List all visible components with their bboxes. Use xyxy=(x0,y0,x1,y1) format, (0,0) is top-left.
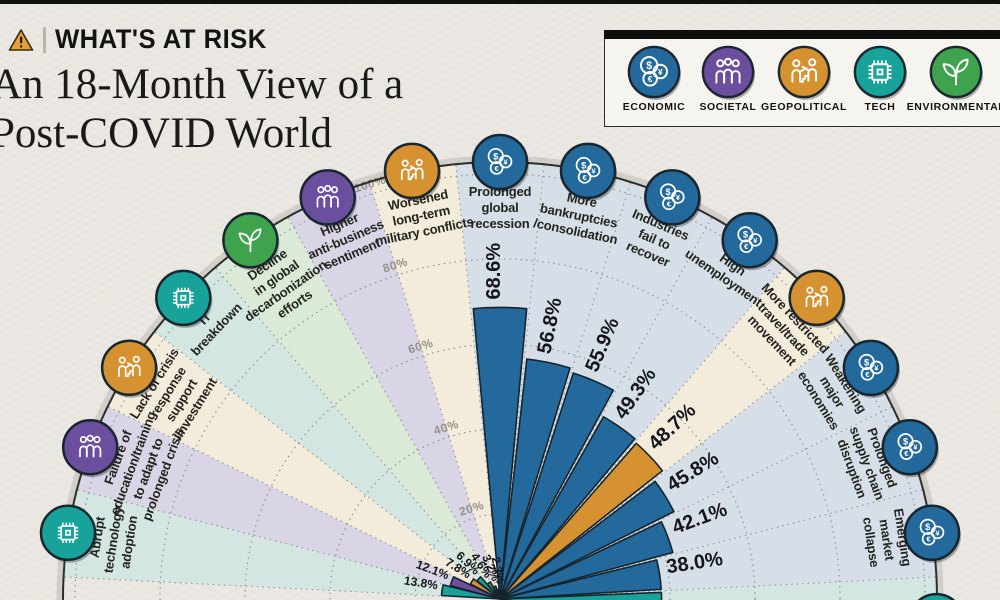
kicker-divider xyxy=(43,26,46,53)
economic-icon xyxy=(842,339,900,398)
legend-item-geopolitical: GEOPOLITICAL xyxy=(761,44,846,113)
sector-divider xyxy=(368,181,501,600)
societal-badge xyxy=(701,45,756,100)
risk-label-line: market xyxy=(876,518,897,562)
legend-label: ECONOMIC xyxy=(622,101,686,113)
value-label: 68.6% xyxy=(483,243,505,300)
sector-wedge xyxy=(107,331,500,599)
risk-bar xyxy=(499,372,615,600)
tech-icon xyxy=(917,592,956,600)
sector-divider xyxy=(63,576,501,600)
risk-label-line: recession xyxy=(471,216,530,231)
sector-wedge xyxy=(154,267,500,599)
geopolitical-icon xyxy=(383,142,441,201)
economic-icon xyxy=(881,418,939,478)
risk-label-line: global xyxy=(481,200,518,215)
sector-wedge xyxy=(63,489,500,599)
kicker-row: WHAT'S AT RISK xyxy=(8,26,278,53)
legend-label: GEOPOLITICAL xyxy=(761,101,847,113)
grid-ring xyxy=(244,343,756,600)
legend-label: SOCIETAL xyxy=(699,101,757,113)
economic-icon xyxy=(721,212,779,271)
risk-bar xyxy=(499,416,636,600)
legend-item-societal: SOCIETAL xyxy=(691,44,765,113)
sector-divider xyxy=(287,216,501,600)
value-label: 2.3% xyxy=(489,555,508,585)
economic-icon xyxy=(559,142,617,201)
tech-badge xyxy=(853,45,908,100)
category-legend: ECONOMIC SOCIETAL GEOPOLITICAL xyxy=(604,30,1000,128)
legend-item-economic: ECONOMIC xyxy=(617,44,691,113)
value-label: 13.8% xyxy=(403,573,439,592)
economic-badge xyxy=(627,45,682,100)
legend-item-environmental: ENVIRONMENTAL xyxy=(907,44,1000,113)
sector-divider xyxy=(214,267,501,600)
value-label-group: 13.8% xyxy=(403,573,439,592)
grid-ring xyxy=(159,258,841,600)
risk-bar xyxy=(499,521,674,600)
sector-wedge xyxy=(77,406,500,599)
value-label-group: 68.6% xyxy=(483,243,505,300)
risk-bar xyxy=(476,576,501,600)
risk-label: Prolongedglobalrecession xyxy=(469,184,532,231)
environmental-badge xyxy=(929,45,984,100)
risk-bar xyxy=(499,559,662,600)
sector-divider xyxy=(107,406,501,600)
economic-icon xyxy=(903,504,961,563)
sector-wedge xyxy=(287,182,500,599)
societal-icon xyxy=(299,169,357,228)
risk-bar xyxy=(472,306,528,600)
grid-ring xyxy=(329,428,671,600)
risk-bar xyxy=(499,591,663,600)
risk-bar xyxy=(499,442,664,600)
geopolitical-badge xyxy=(777,45,832,100)
tech-icon xyxy=(155,269,213,328)
economic-icon xyxy=(644,169,702,228)
page-title: An 18-Month View of a Post-COVID World xyxy=(0,60,403,158)
environmental-icon xyxy=(222,212,280,271)
legend-label: TECH xyxy=(864,101,896,113)
legend-top-bar xyxy=(604,30,1000,39)
tech-icon xyxy=(39,504,97,563)
value-label-group: 2.3% xyxy=(489,555,508,585)
kicker-label: WHAT'S AT RISK xyxy=(55,24,267,54)
legend-item-tech: TECH xyxy=(843,44,917,113)
legend-box: ECONOMIC SOCIETAL GEOPOLITICAL xyxy=(604,39,1000,127)
economic-icon xyxy=(471,133,529,192)
title-line-1: An 18-Month View of a xyxy=(0,61,404,108)
warning-triangle-icon xyxy=(8,28,34,51)
societal-icon xyxy=(61,418,120,478)
sector-divider xyxy=(154,331,501,600)
geopolitical-icon xyxy=(788,269,846,328)
legend-label: ENVIRONMENTAL xyxy=(906,101,1000,113)
title-line-2: Post-COVID World xyxy=(0,110,332,157)
geopolitical-icon xyxy=(100,339,159,398)
sector-divider xyxy=(76,488,501,600)
sector-wedge xyxy=(215,216,500,599)
top-strip xyxy=(0,0,1000,4)
risk-bar xyxy=(499,480,675,600)
risk-bar xyxy=(499,358,571,600)
risk-label-line: Prolonged xyxy=(469,184,532,199)
